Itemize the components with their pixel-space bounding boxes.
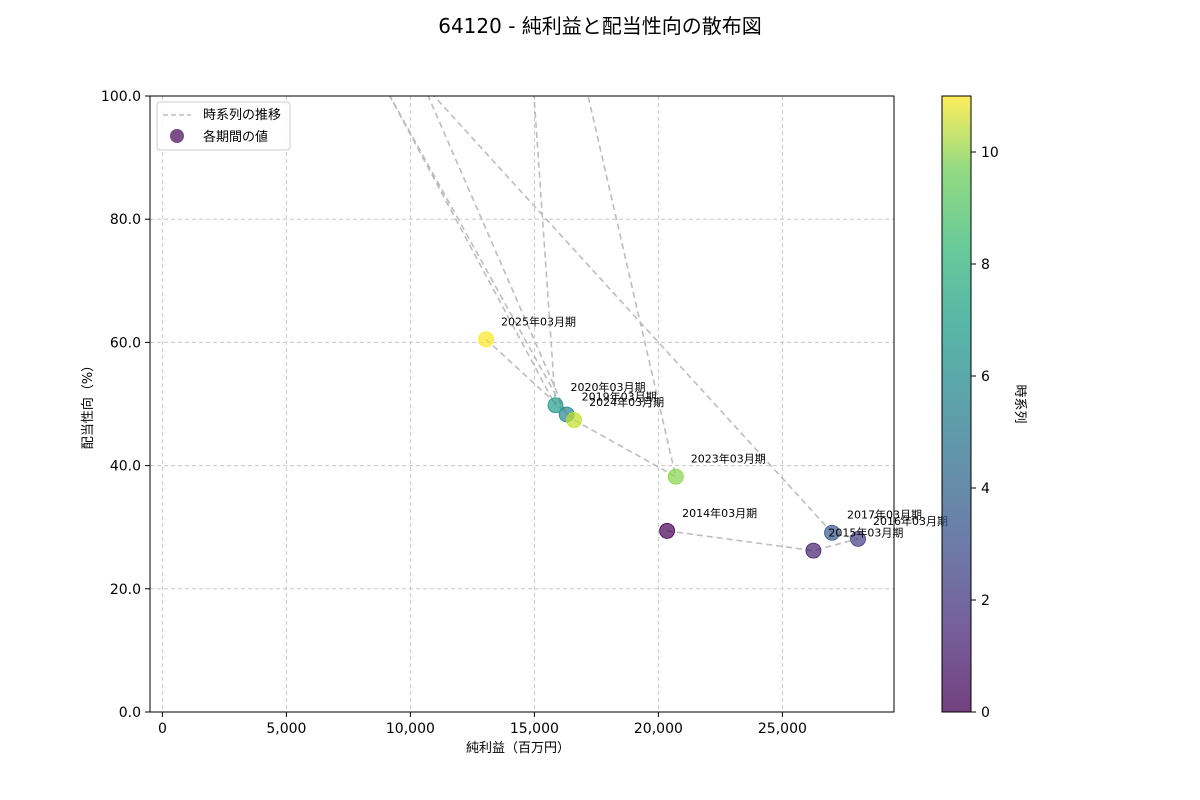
y-tick-label: 80.0 xyxy=(110,212,141,228)
x-tick-label: 15,000 xyxy=(510,721,559,737)
point-label: 2024年03月期 xyxy=(589,395,664,409)
legend-box xyxy=(156,101,291,151)
y-tick-label: 20.0 xyxy=(110,582,141,598)
colorbar-tick-label: 2 xyxy=(981,593,990,609)
legend: 時系列の推移 各期間の値 xyxy=(156,101,291,151)
x-axis-ticks: 0 5,000 10,000 15,000 20,000 25,000 xyxy=(158,712,807,737)
point-label: 2025年03月期 xyxy=(501,314,576,328)
point-label: 2020年03月期 xyxy=(570,380,645,394)
data-point xyxy=(850,531,866,547)
colorbar-gradient xyxy=(941,95,972,713)
point-label: 2017年03月期 xyxy=(847,508,922,522)
legend-marker-swatch xyxy=(170,129,184,143)
y-tick-label: 0.0 xyxy=(119,705,141,721)
data-point xyxy=(667,468,684,485)
colorbar-tick-label: 8 xyxy=(981,257,990,273)
data-point xyxy=(478,331,494,348)
series-line xyxy=(388,96,859,552)
y-tick-label: 40.0 xyxy=(110,459,141,475)
y-tick-label: 100.0 xyxy=(101,89,141,105)
data-point xyxy=(547,397,564,414)
colorbar-tick-label: 10 xyxy=(981,145,999,161)
colorbar-tick-label: 4 xyxy=(981,481,990,497)
point-label: 2014年03月期 xyxy=(682,506,757,520)
x-tick-label: 20,000 xyxy=(634,721,683,737)
data-point xyxy=(659,522,675,539)
point-label: 2019年03月期 xyxy=(582,389,657,403)
data-points xyxy=(478,331,866,559)
colorbar-tick-label: 0 xyxy=(981,705,990,721)
colorbar-label: 時系列 xyxy=(1012,384,1027,423)
y-axis-ticks: 0.0 20.0 40.0 60.0 80.0 100.0 xyxy=(101,89,150,721)
grid-lines xyxy=(150,95,894,713)
x-tick-label: 5,000 xyxy=(266,721,306,737)
chart-title: 64120 - 純利益と配当性向の散布図 xyxy=(438,14,762,38)
data-point xyxy=(824,524,840,541)
y-axis-label: 配当性向（%） xyxy=(80,359,96,449)
point-label: 2023年03月期 xyxy=(691,452,766,466)
point-label: 2015年03月期 xyxy=(828,526,903,540)
time-series-path xyxy=(388,96,859,552)
plot-frame xyxy=(149,95,895,713)
data-point xyxy=(566,412,582,428)
colorbar-ticks: 0 2 4 6 8 10 xyxy=(971,145,999,721)
y-tick-label: 60.0 xyxy=(110,335,141,351)
legend-line-label: 時系列の推移 xyxy=(203,108,281,123)
legend-marker-label: 各期間の値 xyxy=(203,129,268,145)
colorbar-tick-label: 6 xyxy=(981,369,990,385)
data-point xyxy=(805,542,822,559)
x-axis-label: 純利益（百万円） xyxy=(466,741,570,756)
x-tick-label: 25,000 xyxy=(758,721,807,737)
x-tick-label: 0 xyxy=(158,721,167,737)
x-tick-label: 10,000 xyxy=(386,721,435,737)
point-label: 2016年03月期 xyxy=(873,514,948,528)
colorbar: 0 2 4 6 8 10 時系列 xyxy=(941,95,1027,721)
